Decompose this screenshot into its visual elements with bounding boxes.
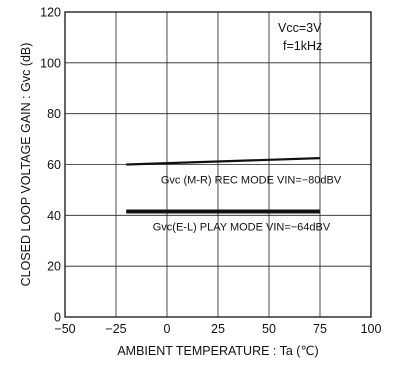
x-tick-label: 50 xyxy=(262,322,276,336)
grid xyxy=(65,12,371,317)
plot-frame xyxy=(64,11,372,318)
y-tick-labels: 0 20 40 60 80 100 120 xyxy=(40,6,61,325)
x-tick-label: 100 xyxy=(361,322,382,336)
y-tick-label: 120 xyxy=(40,6,61,20)
annotation-rec-mode: Gvc (M-R) REC MODE VIN=−80dBV xyxy=(161,175,342,187)
x-tick-label: −50 xyxy=(54,322,75,336)
x-tick-label: 75 xyxy=(313,322,327,336)
y-tick-label: 40 xyxy=(47,209,61,223)
y-tick-label: 60 xyxy=(47,158,61,172)
x-tick-label: 25 xyxy=(211,322,225,336)
y-tick-label: 0 xyxy=(54,311,61,325)
x-axis-title: AMBIENT TEMPERATURE : Ta (℃) xyxy=(117,344,318,358)
condition-vcc: Vcc=3V xyxy=(278,21,322,35)
series-layer xyxy=(126,157,321,214)
x-tick-label: −25 xyxy=(105,322,126,336)
x-tick-labels: −50 −25 0 25 50 75 100 xyxy=(54,322,381,336)
x-tick-label: 0 xyxy=(164,322,171,336)
y-axis-title: CLOSED LOOP VOLTAGE GAIN : Gvc (dB) xyxy=(19,43,33,287)
annotation-play-mode: Gvc(E-L) PLAY MODE VIN=−64dBV xyxy=(153,222,331,234)
y-tick-label: 100 xyxy=(40,56,61,70)
condition-frequency: f=1kHz xyxy=(283,39,322,53)
y-tick-label: 80 xyxy=(47,107,61,121)
series-line-rec-mode xyxy=(126,157,321,166)
y-tick-label: 20 xyxy=(47,260,61,274)
